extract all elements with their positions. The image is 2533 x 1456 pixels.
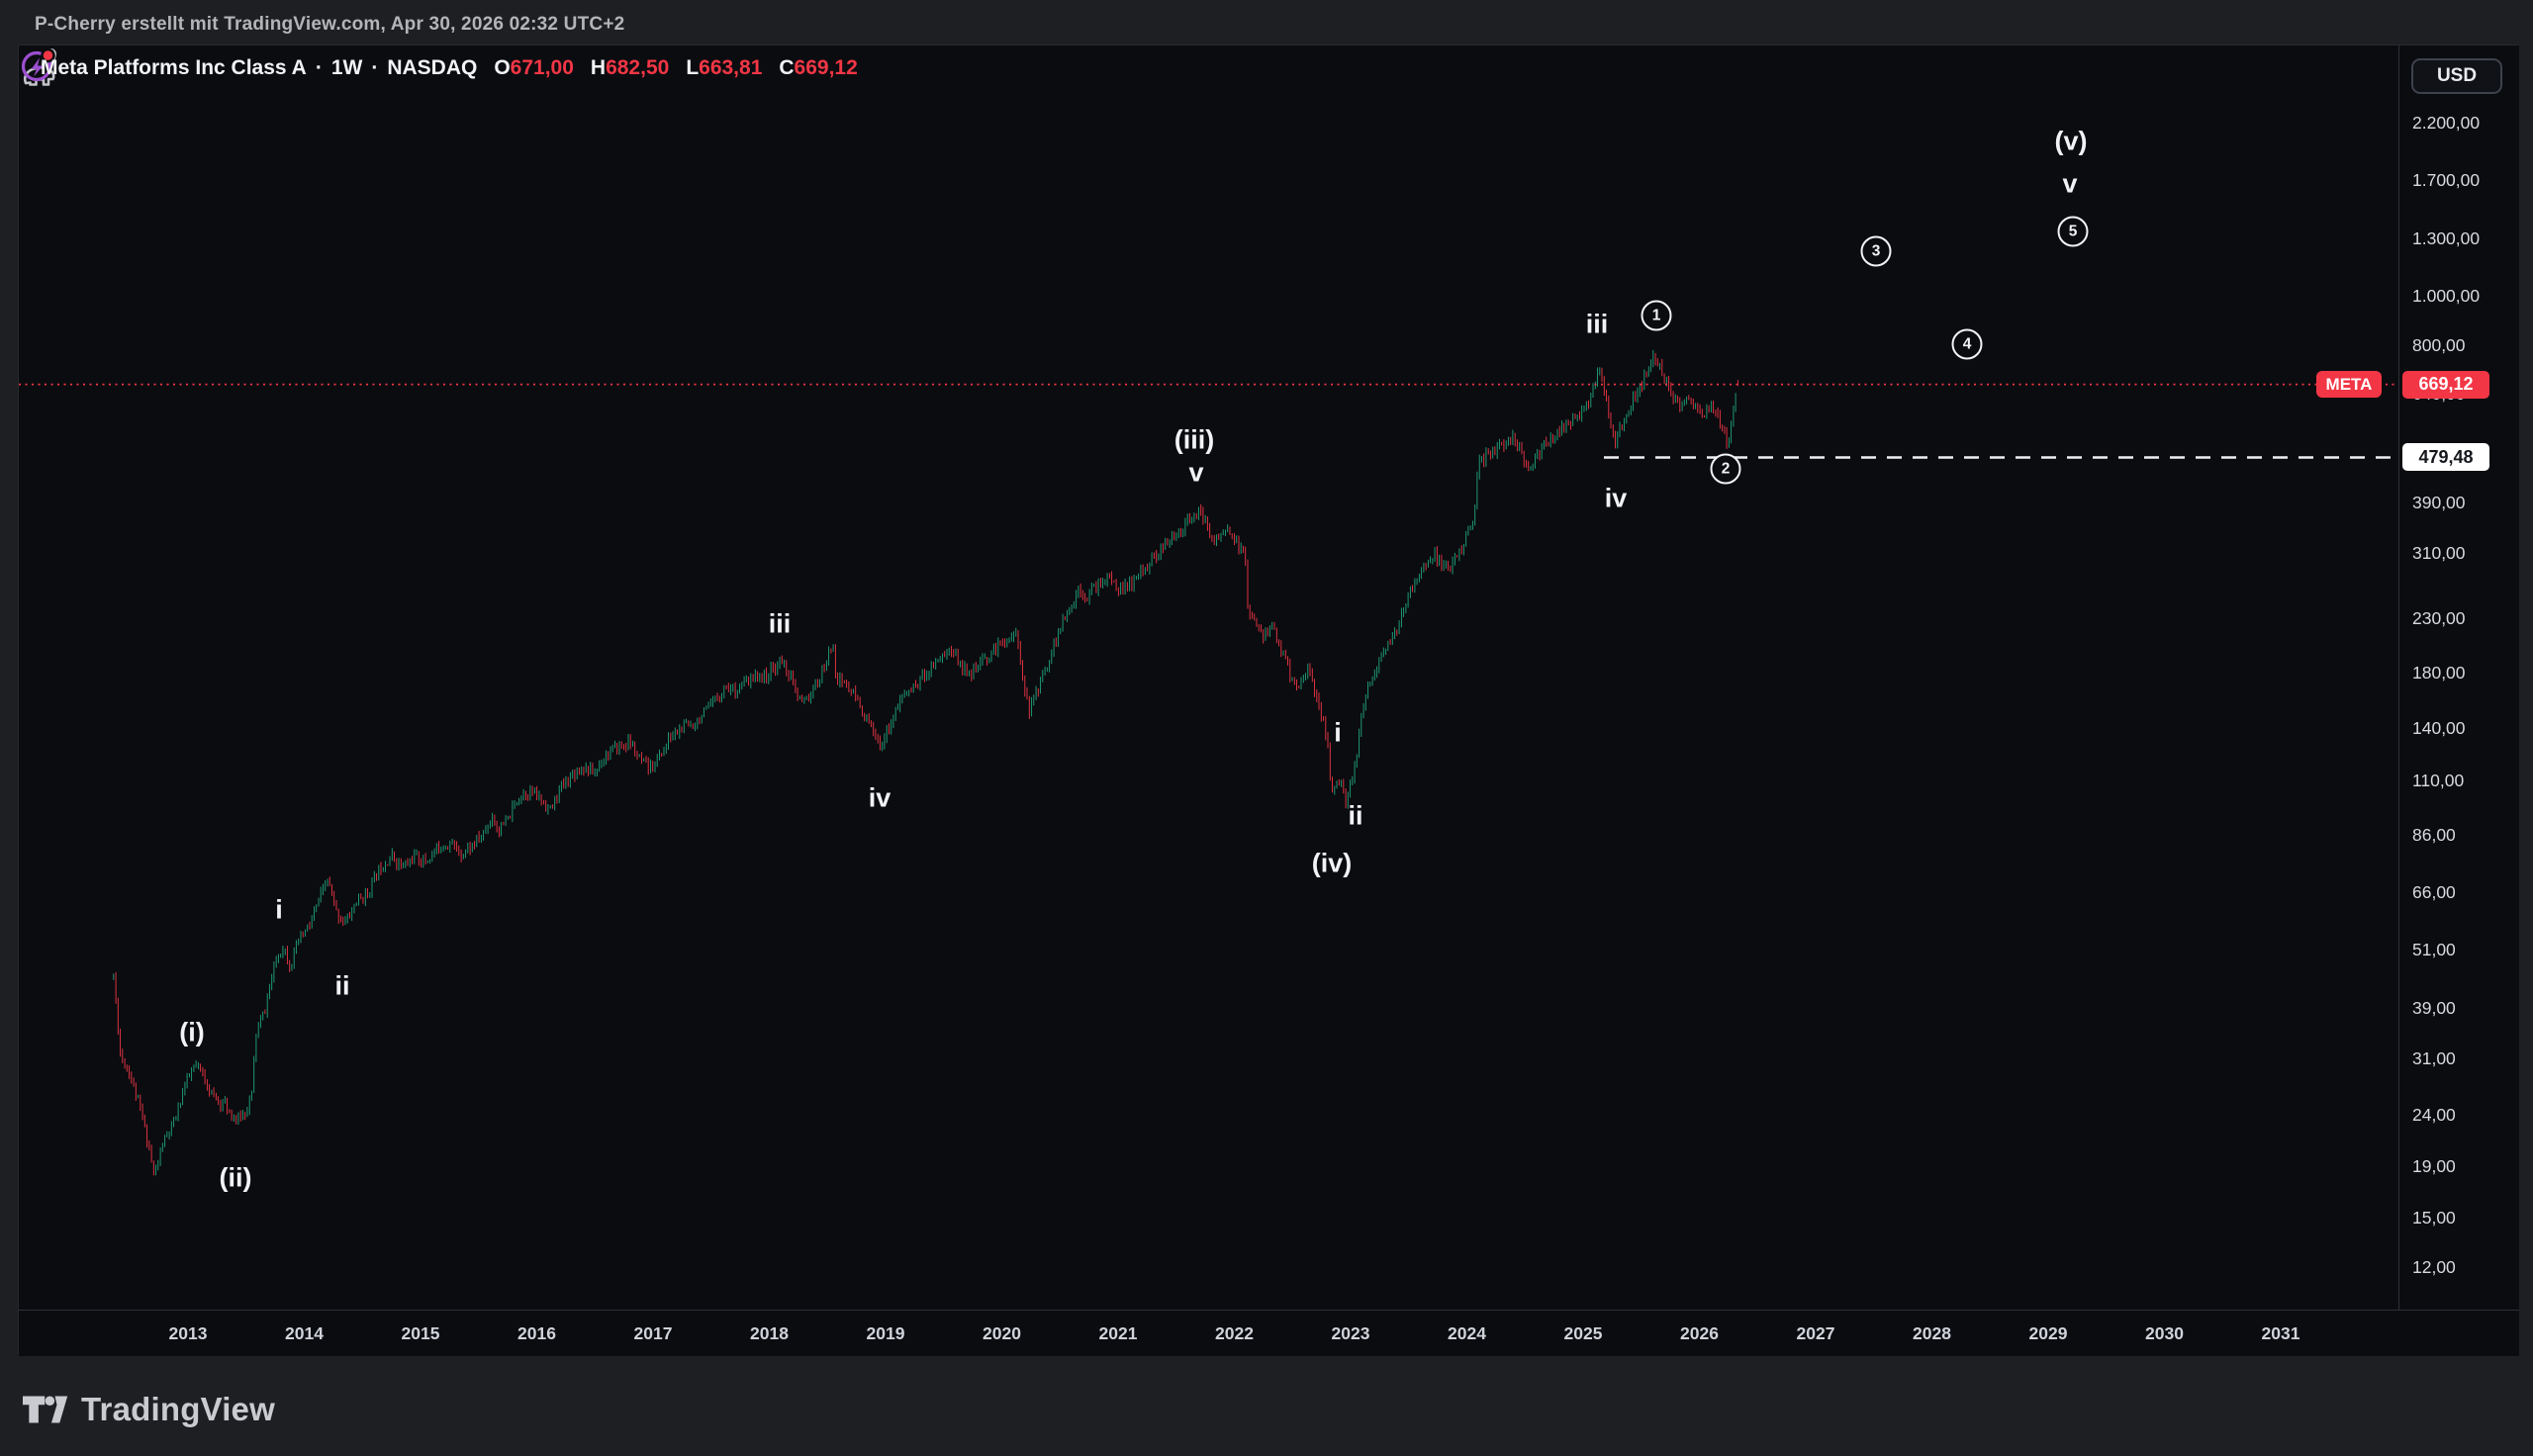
ohlc-low: L663,81 — [686, 56, 763, 79]
attribution-text: P-Cherry erstellt mit TradingView.com, A… — [35, 14, 625, 35]
candlestick-chart[interactable]: 95.097.399.5101.8104.0106.3108.5110.8113… — [19, 46, 2398, 1310]
time-tick-year: 2030 — [2145, 1323, 2184, 1343]
flash-event-icon[interactable] — [19, 46, 56, 83]
wave-label-circle-5[interactable]: 5 — [2057, 216, 2089, 247]
tradingview-brand[interactable]: TradingView — [23, 1391, 275, 1428]
price-tick-label: 1.000,00 — [2412, 286, 2481, 307]
wave-label-circle-2[interactable]: 2 — [1710, 453, 1741, 485]
price-tick-label: 800,00 — [2412, 334, 2466, 355]
time-tick-year: 2024 — [1448, 1323, 1486, 1343]
price-tick-label: 51,00 — [2412, 939, 2456, 959]
price-tick-label: 39,00 — [2412, 998, 2456, 1019]
price-tick-label: 390,00 — [2412, 493, 2466, 513]
wave-label-v[interactable]: v — [1188, 457, 1204, 488]
wave-label-i[interactable]: i — [275, 894, 283, 925]
wave-label-ii[interactable]: ii — [1348, 800, 1363, 831]
wave-label-circle-4[interactable]: 4 — [1951, 328, 1983, 360]
dinosaur-sticker-icon[interactable] — [19, 46, 62, 90]
price-tick-label: 66,00 — [2412, 882, 2456, 903]
time-tick-year: 2027 — [1796, 1323, 1835, 1343]
price-tick-label: 310,00 — [2412, 543, 2466, 564]
candlestick-svg: 95.097.399.5101.8104.0106.3108.5110.8113… — [19, 349, 2398, 1176]
separator-dot: · — [315, 56, 323, 79]
wave-label-iii[interactable]: iii — [768, 608, 792, 639]
price-tick-label: 110,00 — [2412, 771, 2465, 791]
chart-pane: 95.097.399.5101.8104.0106.3108.5110.8113… — [18, 45, 2519, 1356]
wave-label-v[interactable]: v — [2062, 168, 2078, 199]
level-line-price-badge[interactable]: 479,48 — [2402, 443, 2489, 472]
exchange-label: NASDAQ — [387, 56, 478, 79]
wave-label-pvp[interactable]: (v) — [2054, 126, 2088, 156]
time-tick-year: 2031 — [2261, 1323, 2300, 1343]
wave-label-piip[interactable]: (ii) — [219, 1162, 252, 1193]
wave-label-circle-1[interactable]: 1 — [1641, 300, 1672, 331]
wave-label-ii[interactable]: ii — [334, 970, 350, 1001]
tradingview-logo-icon — [23, 1396, 68, 1423]
ohlc-open: O671,00 — [494, 56, 574, 79]
price-tick-label: 12,00 — [2412, 1256, 2456, 1277]
wave-label-iv[interactable]: iv — [868, 782, 891, 813]
price-tick-label: 180,00 — [2412, 662, 2466, 682]
time-tick-year: 2022 — [1215, 1323, 1254, 1343]
price-tick-label: 2.200,00 — [2412, 113, 2481, 134]
time-tick-year: 2020 — [983, 1323, 1021, 1343]
currency-toggle-button[interactable]: USD — [2411, 58, 2502, 94]
symbol-price-flag: META — [2316, 371, 2382, 399]
price-tick-label: 15,00 — [2412, 1208, 2456, 1228]
price-tick-label: 230,00 — [2412, 608, 2466, 629]
time-tick-year: 2014 — [285, 1323, 324, 1343]
symbol-title[interactable]: Meta Platforms Inc Class A — [41, 56, 307, 79]
symbol-quote-line: Meta Platforms Inc Class A · 1W · NASDAQ… — [41, 56, 858, 80]
time-tick-year: 2016 — [517, 1323, 556, 1343]
time-axis[interactable]: 2013 2014 2015 2016 2017 2018 2019 2020 2021 2022… — [19, 1310, 2519, 1356]
footer-bar: TradingView — [0, 1355, 2533, 1456]
current-price-badge: 669,12 — [2402, 370, 2489, 399]
time-tick-year: 2021 — [1098, 1323, 1138, 1343]
wave-label-i[interactable]: i — [1334, 717, 1342, 748]
time-tick-year: 2028 — [1913, 1323, 1951, 1343]
time-tick-year: 2017 — [633, 1323, 673, 1343]
price-axis[interactable]: USD 669,12 479,48 2.200,00 1.700,00 1.300,… — [2398, 46, 2519, 1310]
time-tick-year: 2026 — [1680, 1323, 1719, 1343]
interval-label[interactable]: 1W — [330, 56, 363, 79]
ohlc-close: C669,12 — [779, 56, 858, 79]
wave-label-iv[interactable]: iv — [1604, 483, 1628, 513]
wave-label-pip[interactable]: (i) — [179, 1017, 205, 1047]
separator-dot: · — [371, 56, 379, 79]
time-tick-year: 2015 — [401, 1323, 440, 1343]
wave-label-piiip[interactable]: (iii) — [1173, 424, 1215, 455]
time-tick-year: 2013 — [168, 1323, 208, 1343]
price-tick-label: 86,00 — [2412, 824, 2456, 845]
time-tick-year: 2025 — [1563, 1323, 1603, 1343]
price-tick-label: 140,00 — [2412, 717, 2466, 738]
price-tick-label: 1.300,00 — [2412, 228, 2481, 249]
wave-label-iii[interactable]: iii — [1585, 309, 1609, 339]
time-tick-year: 2023 — [1331, 1323, 1370, 1343]
price-tick-label: 19,00 — [2412, 1155, 2456, 1176]
time-tick-year: 2029 — [2028, 1323, 2068, 1343]
price-tick-label: 24,00 — [2412, 1104, 2456, 1125]
price-tick-label: 1.700,00 — [2412, 169, 2481, 190]
time-tick-year: 2019 — [866, 1323, 905, 1343]
tradingview-logo-text: TradingView — [81, 1391, 275, 1427]
wave-label-circle-3[interactable]: 3 — [1860, 235, 1892, 267]
ohlc-high: H682,50 — [590, 56, 670, 79]
price-tick-label: 31,00 — [2412, 1048, 2456, 1069]
time-tick-year: 2018 — [750, 1323, 789, 1343]
wave-label-pivp[interactable]: (iv) — [1311, 848, 1353, 878]
